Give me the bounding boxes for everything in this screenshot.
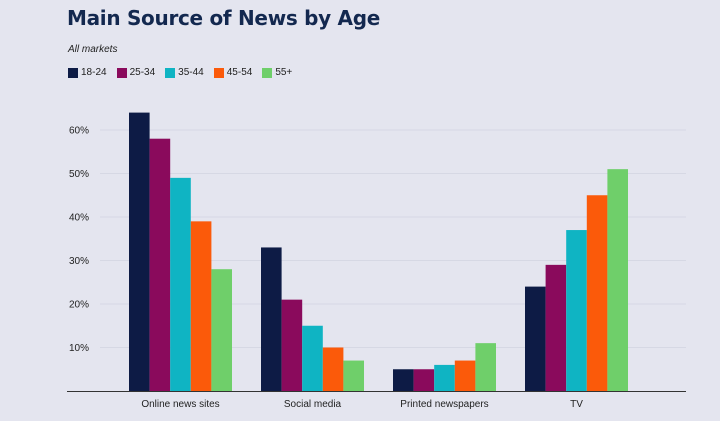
x-tick-label: Printed newspapers xyxy=(400,399,488,410)
bar xyxy=(586,195,608,391)
legend-swatch xyxy=(213,67,224,78)
legend-item: 45-54 xyxy=(213,67,253,78)
y-tick-label: 30% xyxy=(69,256,89,267)
bar xyxy=(434,364,455,391)
bar xyxy=(211,269,232,391)
bar xyxy=(261,247,282,391)
legend-label: 45-54 xyxy=(226,67,253,78)
legend-swatch xyxy=(116,67,127,78)
bar xyxy=(302,325,323,391)
y-tick-label: 20% xyxy=(69,300,89,311)
y-tick-label: 40% xyxy=(69,213,89,224)
bar xyxy=(475,343,496,391)
y-tick-label: 50% xyxy=(69,169,89,180)
legend: 18-24 25-34 35-44 45-54 55+ xyxy=(68,67,302,78)
chart-subtitle: All markets xyxy=(68,44,118,55)
bar xyxy=(129,112,150,391)
bar xyxy=(545,264,567,391)
legend-item: 35-44 xyxy=(165,67,204,78)
bar xyxy=(454,360,476,391)
x-tick-label: Online news sites xyxy=(141,399,219,410)
bar xyxy=(607,169,628,391)
bar xyxy=(190,221,212,391)
y-tick-label: 60% xyxy=(69,126,89,137)
y-tick-label: 10% xyxy=(69,343,89,354)
legend-label: 25-34 xyxy=(129,67,156,78)
legend-label: 55+ xyxy=(275,67,293,78)
legend-swatch xyxy=(68,67,78,78)
legend-swatch xyxy=(262,67,273,78)
bar xyxy=(281,299,303,391)
legend-item: 18-24 xyxy=(68,67,107,78)
bar xyxy=(149,138,171,391)
legend-swatch xyxy=(165,67,176,78)
chart-title: Main Source of News by Age xyxy=(67,6,381,30)
x-tick-label: Social media xyxy=(284,399,342,410)
bar xyxy=(343,360,364,391)
bar xyxy=(525,286,546,391)
bar xyxy=(170,177,191,391)
bar xyxy=(566,230,587,391)
bar xyxy=(413,369,435,391)
legend-item: 55+ xyxy=(262,67,292,78)
legend-item: 25-34 xyxy=(116,67,156,78)
x-tick-label: TV xyxy=(570,399,583,410)
bar xyxy=(393,369,414,391)
legend-label: 35-44 xyxy=(178,67,204,78)
bar xyxy=(322,347,344,391)
legend-label: 18-24 xyxy=(81,67,107,78)
